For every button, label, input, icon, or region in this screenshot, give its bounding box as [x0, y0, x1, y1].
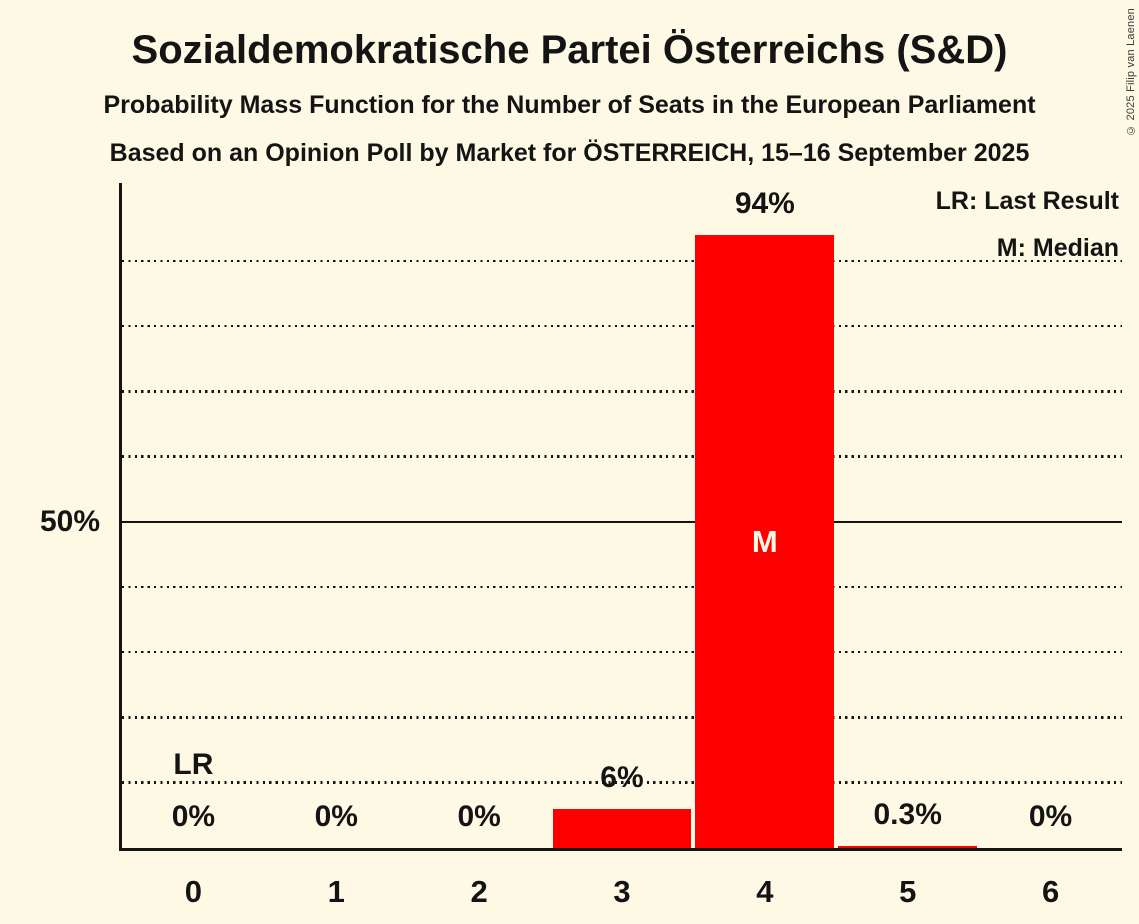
x-tick-label-5: 5 — [899, 874, 917, 909]
x-tick-label-6: 6 — [1041, 874, 1060, 909]
gridline-20-percent — [122, 716, 1122, 719]
legend-median: M: Median — [996, 234, 1119, 262]
x-tick-label-3: 3 — [613, 874, 631, 909]
page-title: Sozialdemokratische Partei Österreichs (… — [131, 28, 1008, 72]
x-tick-label-0: 0 — [184, 874, 203, 909]
subtitle-poll-source: Based on an Opinion Poll by Market for Ö… — [109, 139, 1030, 167]
bar-value-label-5: 0.3% — [873, 798, 942, 831]
bar-value-label-0: 0% — [171, 800, 216, 833]
bar-value-label-2: 0% — [457, 800, 501, 833]
gridline-40-percent — [122, 585, 1122, 589]
bar-seats-4 — [695, 235, 835, 848]
plot-area: 0% LR 0 0% 1 0% 2 6% 3 94% M 4 0.3% 5 0% 6 — [119, 183, 1122, 909]
bar-value-label-1: 0% — [314, 800, 358, 833]
gridline-50-percent — [122, 520, 1122, 524]
gridline-60-percent — [122, 455, 1122, 458]
subtitle-pmf: Probability Mass Function for the Number… — [103, 91, 1036, 119]
copyright-notice: © 2025 Filip van Laenen — [1125, 8, 1137, 136]
x-tick-label-2: 2 — [470, 874, 488, 909]
x-tick-label-4: 4 — [756, 874, 774, 909]
y-axis-label-50-percent: 50% — [39, 505, 100, 538]
bar-seats-3 — [552, 809, 692, 848]
x-tick-label-1: 1 — [327, 874, 345, 909]
gridline-30-percent — [122, 650, 1122, 654]
legend-last-result: LR: Last Result — [935, 187, 1119, 215]
bar-seats-5 — [838, 846, 978, 848]
gridline-80-percent — [122, 324, 1122, 328]
gridline-90-percent — [122, 259, 1122, 263]
gridline-70-percent — [122, 390, 1122, 393]
bar-value-label-4: 94% — [734, 187, 795, 220]
last-result-marker: LR — [173, 748, 214, 781]
bar-value-label-6: 0% — [1028, 800, 1073, 833]
bar-value-label-3: 6% — [600, 761, 644, 794]
median-marker: M — [751, 523, 778, 559]
gridline-10-percent — [122, 781, 1122, 784]
